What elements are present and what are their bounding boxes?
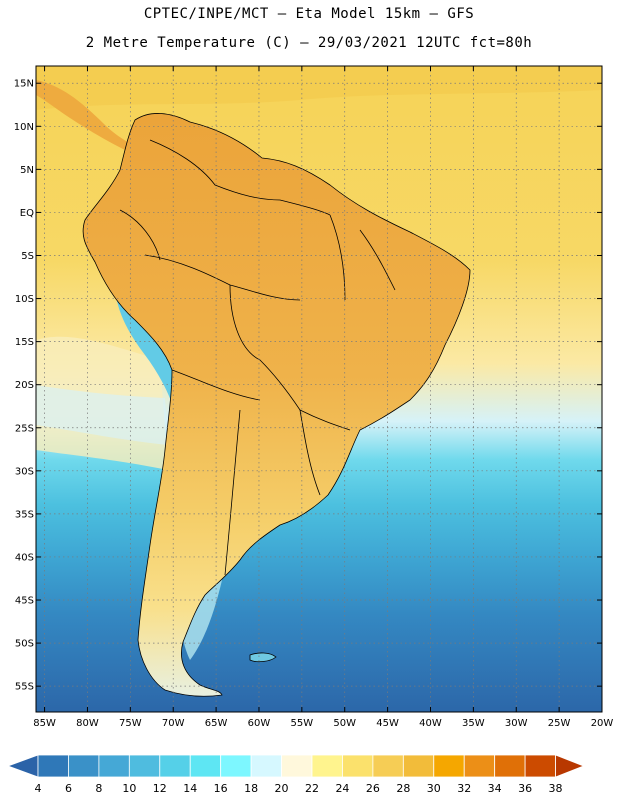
lat-label: 5S	[21, 251, 34, 262]
colorbar-label: 28	[396, 782, 410, 795]
colorbar-label: 18	[244, 782, 258, 795]
lon-label: 40W	[419, 718, 442, 729]
colorbar-label: 4	[35, 782, 42, 795]
colorbar-label: 10	[122, 782, 136, 795]
lon-label: 85W	[33, 718, 56, 729]
colorbar-swatch	[129, 755, 159, 777]
colorbar-label: 36	[518, 782, 532, 795]
lon-label: 35W	[462, 718, 485, 729]
colorbar-label: 20	[275, 782, 289, 795]
colorbar: 4 6 8 10 12 14 16 18 20 22 24 26 28 30 32 34 36 38	[8, 755, 584, 795]
colorbar-label: 14	[183, 782, 197, 795]
colorbar-label: 26	[366, 782, 380, 795]
lon-label: 55W	[291, 718, 314, 729]
lon-label: 25W	[548, 718, 571, 729]
colorbar-label: 32	[457, 782, 471, 795]
colorbar-swatch	[282, 755, 312, 777]
lon-label: 45W	[376, 718, 399, 729]
lon-label: 65W	[205, 718, 228, 729]
lat-label: 10N	[14, 122, 34, 133]
colorbar-label: 6	[65, 782, 72, 795]
colorbar-swatch	[68, 755, 98, 777]
colorbar-label: 30	[427, 782, 441, 795]
colorbar-label: 24	[335, 782, 349, 795]
colorbar-swatch	[160, 755, 190, 777]
lat-label: 50S	[15, 639, 34, 650]
colorbar-swatch	[99, 755, 129, 777]
colorbar-swatch	[221, 755, 251, 777]
map-field	[36, 66, 602, 712]
colorbar-arrow-left	[8, 755, 38, 777]
lat-label: 10S	[15, 294, 34, 305]
colorbar-label: 38	[549, 782, 563, 795]
lon-label: 80W	[76, 718, 99, 729]
lat-label: 40S	[15, 552, 34, 563]
colorbar-arrow-right	[556, 755, 584, 777]
lat-label: 25S	[15, 423, 34, 434]
colorbar-swatch	[312, 755, 342, 777]
colorbar-swatch	[434, 755, 464, 777]
colorbar-swatch	[525, 755, 555, 777]
colorbar-swatch	[38, 755, 68, 777]
colorbar-swatch	[464, 755, 494, 777]
colorbar-swatch	[403, 755, 433, 777]
colorbar-label: 8	[95, 782, 102, 795]
temperature-map: 15N 10N 5N EQ 5S 10S 15S 20S 25S 30S 35S 40S 45S 50S 5…	[0, 0, 618, 800]
lon-label: 20W	[591, 718, 614, 729]
colorbar-swatch	[342, 755, 372, 777]
colorbar-label: 34	[488, 782, 502, 795]
lat-label: 45S	[15, 596, 34, 607]
colorbar-swatch	[373, 755, 403, 777]
lat-label: 55S	[15, 682, 34, 693]
lon-label: 30W	[505, 718, 528, 729]
lon-label: 50W	[333, 718, 356, 729]
lat-label: EQ	[20, 208, 34, 219]
lat-label: 15S	[15, 337, 34, 348]
lat-label: 35S	[15, 509, 34, 520]
lon-label: 70W	[162, 718, 185, 729]
colorbar-swatch	[190, 755, 220, 777]
lon-label: 60W	[248, 718, 271, 729]
colorbar-label: 22	[305, 782, 319, 795]
colorbar-swatch	[495, 755, 525, 777]
lat-label: 30S	[15, 466, 34, 477]
lat-label: 5N	[20, 165, 34, 176]
colorbar-swatch	[251, 755, 281, 777]
colorbar-label: 16	[214, 782, 228, 795]
lat-label: 15N	[14, 79, 34, 90]
colorbar-label: 12	[153, 782, 167, 795]
lon-label: 75W	[119, 718, 142, 729]
lat-label: 20S	[15, 380, 34, 391]
